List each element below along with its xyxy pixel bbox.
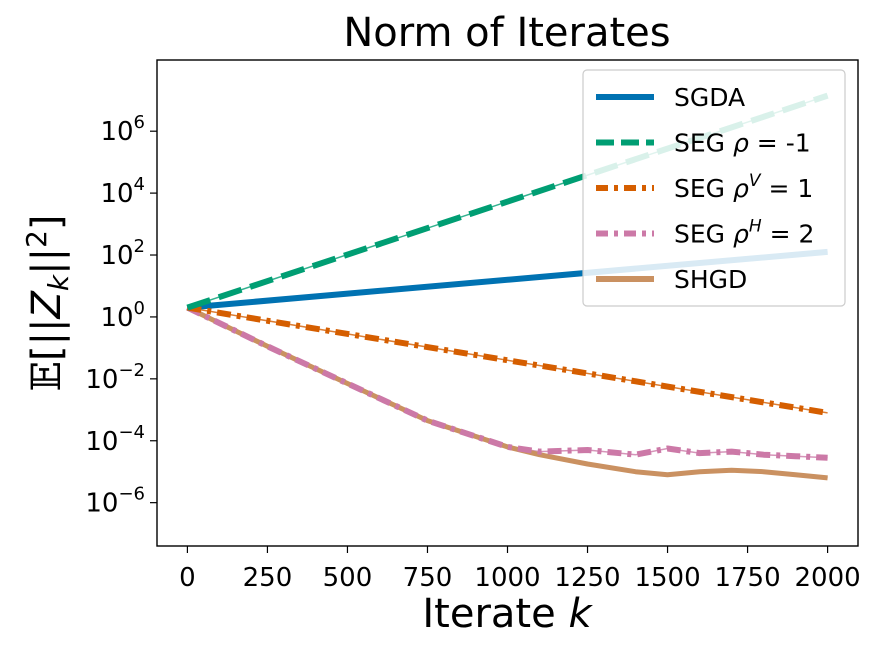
y-tick-label: 104 [100,174,145,209]
x-tick-label: 750 [403,563,453,593]
x-axis-label-variable: k [568,591,593,637]
x-tick-label: 1250 [554,563,620,593]
x-tick-label: 250 [243,563,293,593]
y-label-sub: k [42,273,75,291]
chart-title: Norm of Iterates [343,10,670,56]
legend-label: SEG ρ = -1 [674,129,811,158]
legend-label: SHGD [674,265,747,294]
y-label-norm: || [24,248,70,275]
y-tick-label: 106 [100,112,145,147]
legend-label: SEG ρH = 2 [674,217,814,249]
y-tick-label: 100 [100,298,145,333]
y-label-expectation: 𝔼 [24,361,70,392]
legend-label: SEG ρV = 1 [674,171,813,203]
series-line [186,304,828,461]
x-tick-label: 1750 [714,563,780,593]
x-tick-label: 0 [179,563,196,593]
y-axis-label: 𝔼[||Zk||2] [20,214,75,391]
x-axis-label-text: Iterate [422,591,568,637]
y-label-close: ] [24,214,70,230]
x-tick-label: 2000 [795,563,861,593]
series-line [186,304,829,416]
x-tick-label: 1500 [634,563,700,593]
y-tick-label: 102 [100,236,145,271]
legend-box [582,69,846,307]
legend: SGDA SEG ρ = -1 SEG ρV = 1 SEG ρH = 2 SHGD [582,69,846,307]
y-tick-label: 10−6 [85,484,145,519]
x-axis-label: Iterate k [422,591,593,637]
y-label-open: [|| [24,318,70,361]
x-tick-label: 1000 [474,563,540,593]
y-label-sup: 2 [20,230,53,248]
y-tick-label: 10−2 [85,360,145,395]
legend-label: SGDA [674,83,745,112]
x-tick-label: 500 [323,563,373,593]
y-label-var: Z [24,289,70,319]
y-tick-label: 10−4 [85,422,145,457]
